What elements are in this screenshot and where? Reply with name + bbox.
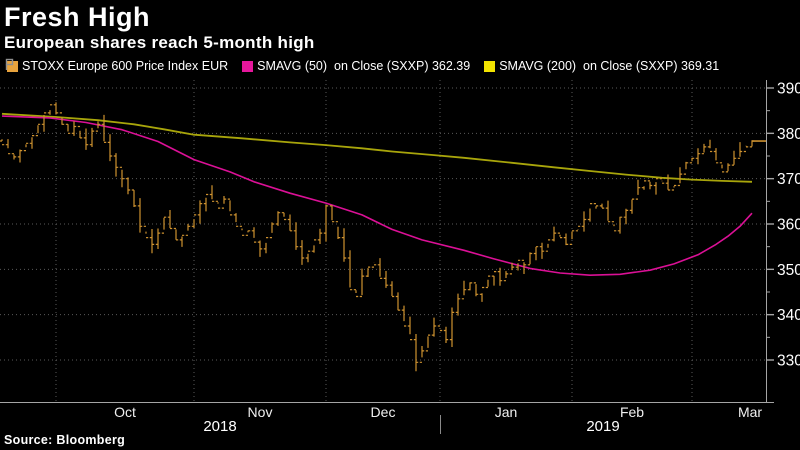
month-label: Dec bbox=[371, 404, 396, 420]
sma200-line bbox=[1, 112, 753, 183]
y-tick-label: 370 bbox=[777, 171, 800, 188]
price-series-swatch-icon bbox=[7, 60, 18, 72]
legend-label: SMAVG (50) on Close (SXXP) 362.39 bbox=[257, 59, 471, 73]
sma50-line bbox=[1, 115, 753, 276]
legend-item-sma50: SMAVG (50) on Close (SXXP) 362.39 bbox=[242, 59, 470, 73]
legend-item-price: STOXX Europe 600 Price Index EUR bbox=[7, 59, 228, 73]
year-label: 2019 bbox=[586, 418, 619, 435]
source-label: Source: Bloomberg bbox=[4, 433, 126, 447]
chart-legend: STOXX Europe 600 Price Index EUR SMAVG (… bbox=[4, 58, 733, 74]
y-tick-label: 340 bbox=[777, 307, 800, 324]
month-label: Mar bbox=[738, 404, 762, 420]
legend-item-sma200: SMAVG (200) on Close (SXXP) 369.31 bbox=[484, 59, 719, 73]
y-tick-label: 380 bbox=[777, 126, 800, 143]
month-label: Feb bbox=[620, 404, 644, 420]
page-subtitle: European shares reach 5-month high bbox=[4, 33, 315, 52]
price-bars bbox=[0, 102, 755, 372]
year-label: 2018 bbox=[203, 418, 236, 435]
y-tick-label: 360 bbox=[777, 217, 800, 234]
month-label: Nov bbox=[248, 404, 273, 420]
y-tick-label: 390 bbox=[777, 81, 800, 98]
legend-label: STOXX Europe 600 Price Index EUR bbox=[22, 59, 229, 73]
legend-label: SMAVG (200) on Close (SXXP) 369.31 bbox=[499, 59, 720, 73]
sma200-swatch-icon bbox=[484, 60, 496, 72]
y-tick-label: 350 bbox=[777, 262, 800, 279]
month-label: Jan bbox=[495, 404, 518, 420]
y-tick-label: 330 bbox=[777, 353, 800, 370]
month-label: Oct bbox=[114, 404, 136, 420]
page-title: Fresh High bbox=[4, 2, 151, 32]
sma50-swatch-icon bbox=[242, 60, 254, 72]
